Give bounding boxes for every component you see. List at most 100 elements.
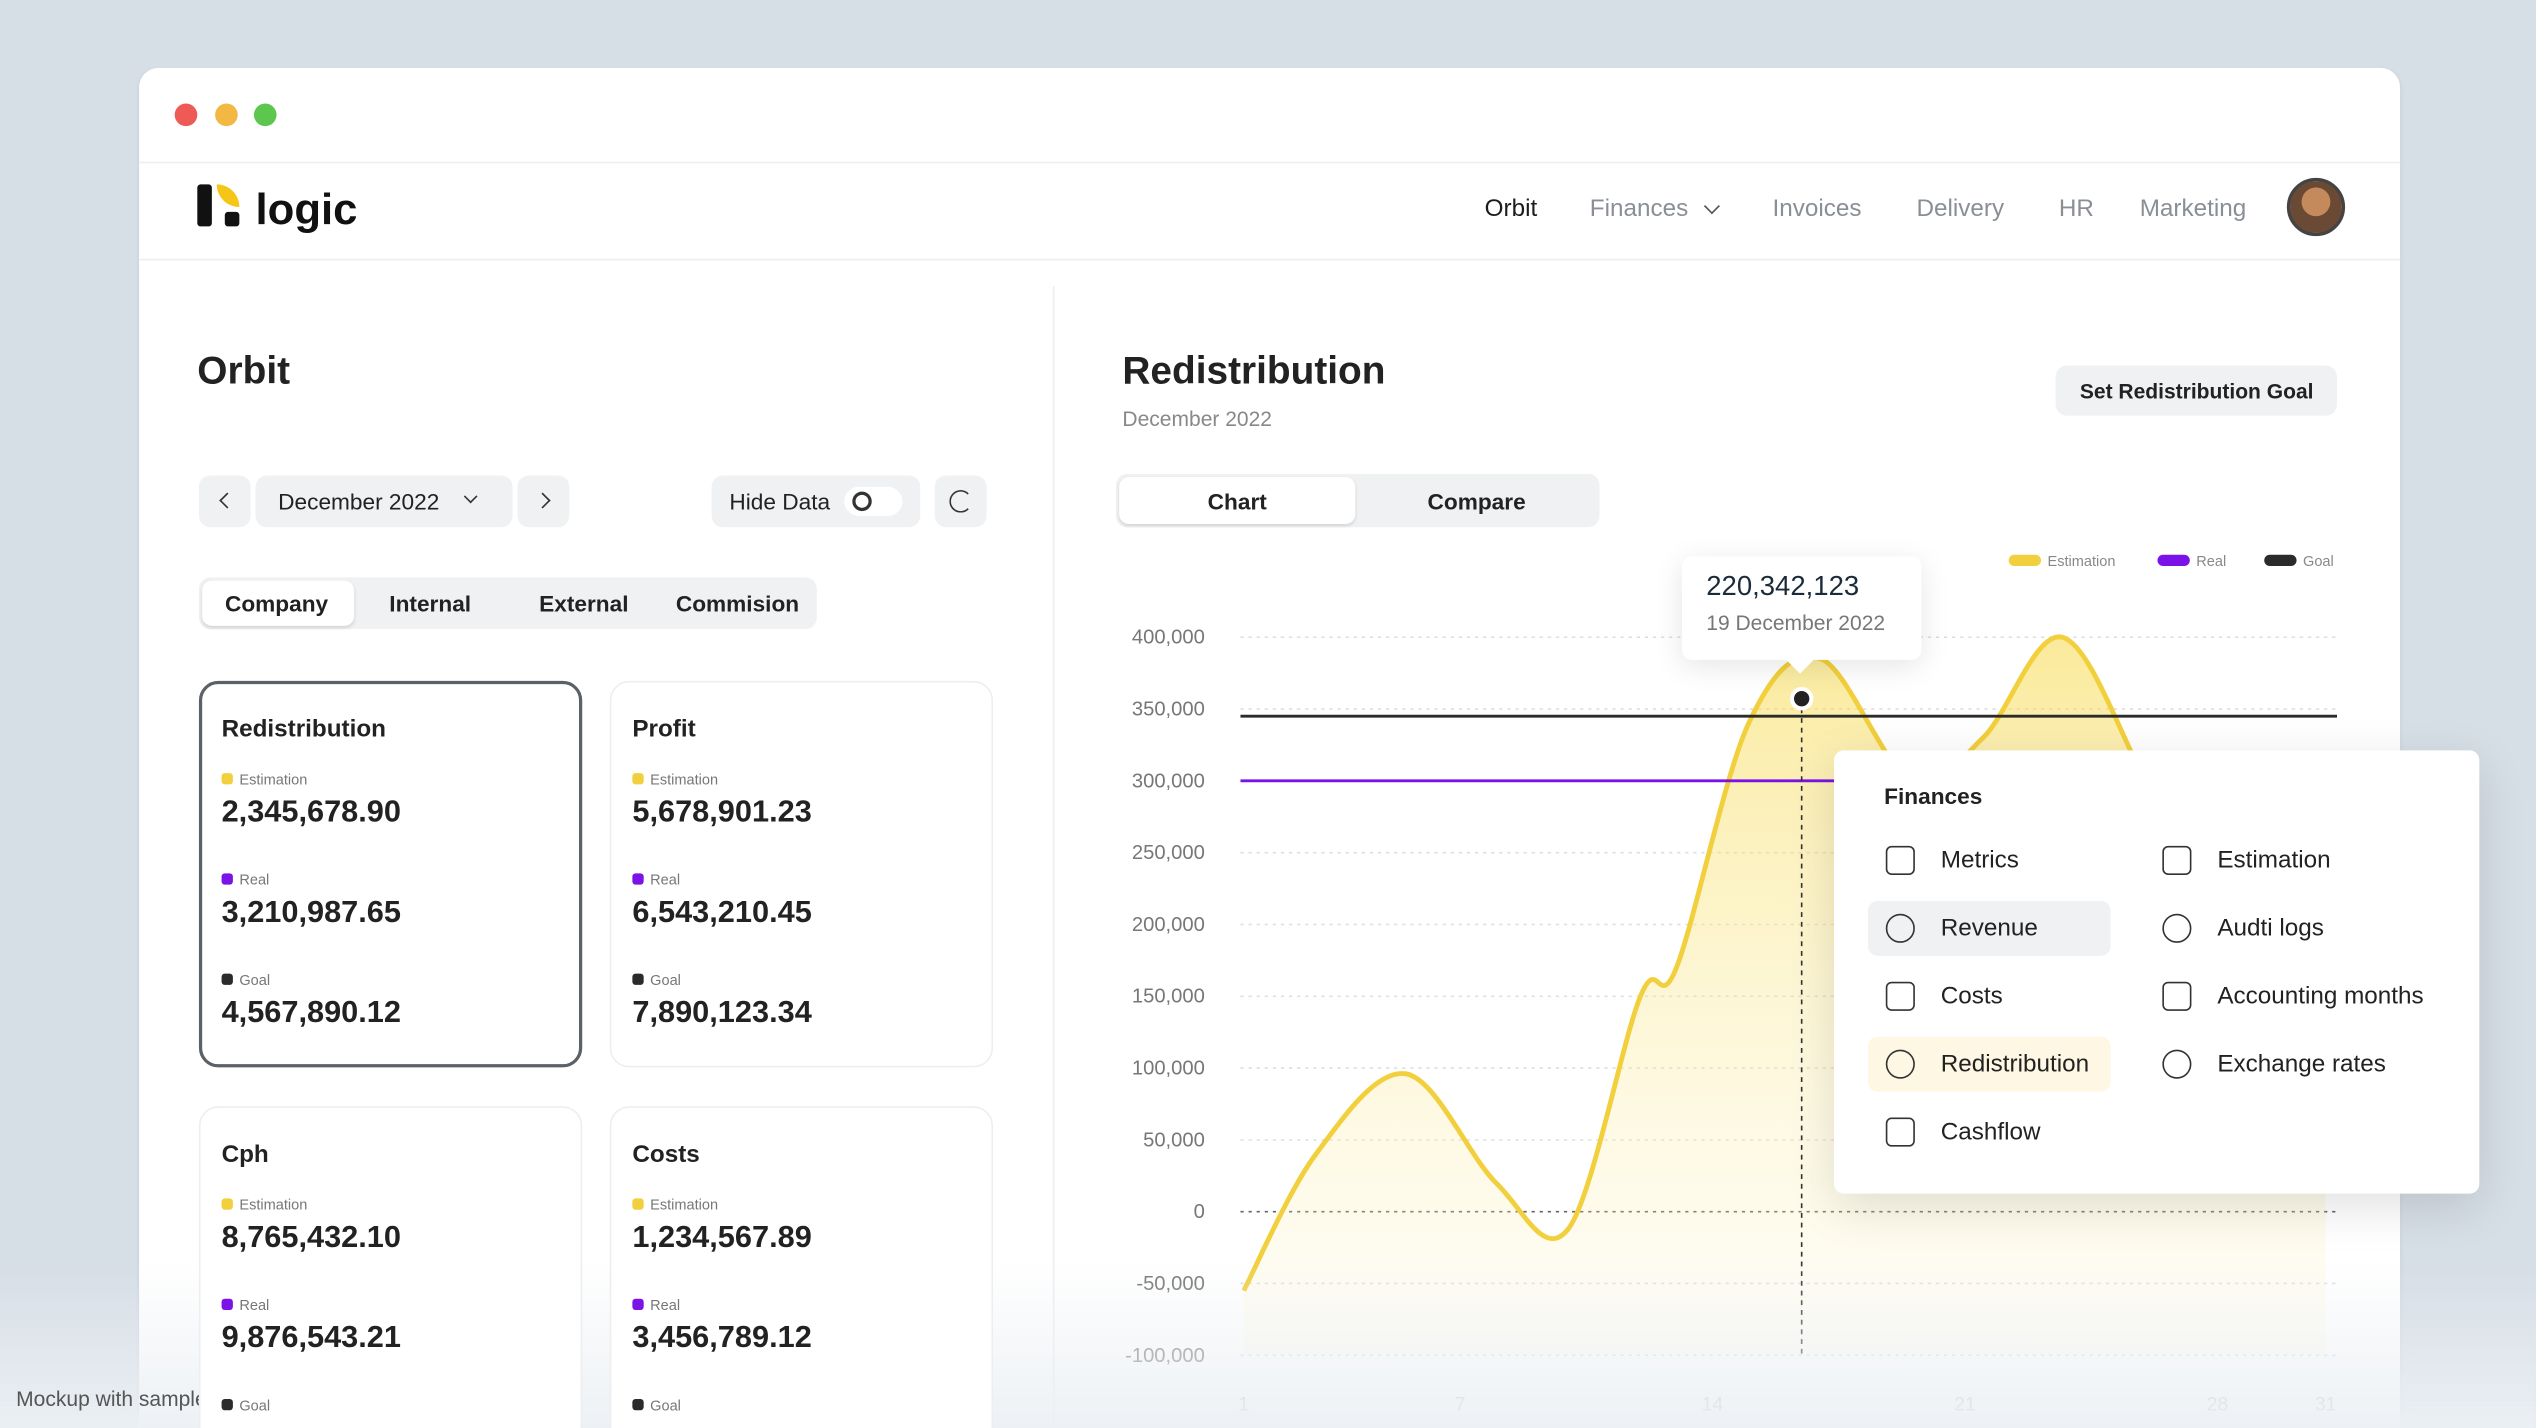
header-divider (139, 161, 2401, 164)
menu-icon (2162, 913, 2192, 943)
metric-dot (221, 773, 233, 785)
menu-item[interactable]: Cashflow (1940, 1118, 2041, 1146)
menu-icon (1885, 913, 1915, 943)
metric-label: Real (650, 871, 681, 888)
tab[interactable]: External (539, 590, 629, 617)
metric-card[interactable] (609, 1106, 994, 1428)
hide-data-label: Hide Data (729, 488, 831, 515)
section-title: Redistribution (1122, 349, 1386, 394)
view-tab[interactable]: Compare (1427, 488, 1526, 515)
logo-dot (224, 211, 240, 227)
metric-label: Estimation (650, 771, 719, 788)
nav-item[interactable]: Delivery (1916, 194, 2005, 223)
metric-value: 3,210,987.65 (221, 895, 402, 930)
menu-item[interactable]: Exchange rates (2217, 1050, 2386, 1078)
menu-icon (2162, 1049, 2192, 1079)
brand[interactable]: logic (255, 185, 358, 234)
tooltip-value: 220,342,123 (1706, 570, 1860, 602)
legend-label: Goal (2303, 554, 2334, 570)
minimize-dot (215, 103, 238, 127)
card-title: Profit (632, 715, 696, 744)
refresh-icon (949, 490, 972, 513)
menu-icon (1885, 981, 1915, 1011)
menu-item[interactable]: Accounting months (2217, 982, 2424, 1011)
metric-value: 8,765,432.10 (221, 1221, 402, 1256)
metric-dot (221, 1398, 233, 1411)
metric-value: 2,345,678.90 (221, 795, 402, 830)
view-tab[interactable]: Chart (1207, 488, 1267, 515)
legend-swatch (2264, 554, 2297, 567)
metric-dot (221, 1198, 233, 1210)
metric-dot (221, 973, 233, 985)
y-tick-label: 50,000 (1143, 1129, 1205, 1151)
nav-item[interactable]: Orbit (1484, 194, 1538, 223)
goal-button-label: Set Redistribution Goal (2079, 379, 2314, 404)
y-tick-label: 0 (1194, 1201, 1205, 1223)
nav-item[interactable]: Invoices (1772, 194, 1862, 223)
card-title: Costs (632, 1141, 700, 1169)
legend-swatch (2008, 554, 2042, 567)
metric-label: Real (650, 1297, 681, 1314)
nav-item[interactable]: Finances (1589, 194, 1689, 223)
active-view (1119, 477, 1356, 525)
menu-item[interactable]: Audti logs (2217, 914, 2324, 943)
incognito-icon (852, 491, 872, 512)
metric-value: 3,456,789.12 (632, 1321, 812, 1356)
maximize-dot (253, 103, 277, 127)
y-tick-label: 250,000 (1132, 842, 1205, 864)
line (1241, 634, 2328, 1292)
metric-value: 7,890,123.34 (632, 996, 812, 1031)
menu-item[interactable]: Costs (1940, 982, 2003, 1011)
metric-value: 5,678,901.23 (632, 795, 812, 830)
menu-icon (1885, 845, 1915, 875)
legend-label: Real (2196, 554, 2226, 570)
metric-card[interactable] (198, 680, 583, 1068)
close-dot (174, 103, 198, 127)
metric-dot (632, 873, 644, 885)
card-title: Cph (221, 1141, 269, 1169)
metric-label: Estimation (239, 1196, 308, 1213)
y-tick-label: 200,000 (1132, 914, 1205, 936)
menu-item[interactable]: Revenue (1940, 914, 2038, 943)
active-tab (202, 580, 355, 626)
menu-icon (2162, 845, 2192, 875)
menu-item[interactable]: Redistribution (1940, 1050, 2090, 1078)
goal-button[interactable] (2055, 365, 2337, 416)
panel-divider (1052, 286, 1055, 1428)
nav-item[interactable]: Marketing (2139, 194, 2247, 223)
menu-icon (1885, 1049, 1915, 1079)
metric-card[interactable] (609, 680, 994, 1068)
y-tick-label: 100,000 (1132, 1058, 1205, 1080)
metric-value: 6,543,210.45 (632, 895, 812, 930)
menu-icon (2162, 981, 2192, 1011)
tooltip-date: 19 December 2022 (1706, 610, 1886, 635)
y-tick-label: 350,000 (1132, 698, 1205, 720)
metric-card[interactable] (198, 1106, 583, 1428)
metric-label: Estimation (650, 1196, 719, 1213)
metric-dot (632, 973, 644, 985)
nav-item[interactable]: HR (2058, 194, 2094, 223)
menu-icon (1885, 1117, 1915, 1147)
metric-label: Goal (239, 971, 271, 989)
nav-divider (139, 258, 2401, 261)
y-tick-label: 400,000 (1132, 627, 1205, 649)
metric-value: 9,876,543.21 (221, 1321, 402, 1356)
tab[interactable]: Commision (675, 590, 800, 617)
month-select[interactable] (255, 475, 513, 528)
avatar[interactable] (2286, 177, 2346, 237)
metric-value: 4,567,890.12 (221, 996, 402, 1031)
menu-item[interactable]: Metrics (1940, 846, 2019, 875)
metric-dot (632, 1298, 644, 1311)
y-tick-label: 150,000 (1132, 986, 1205, 1008)
month-label: December 2022 (278, 488, 440, 515)
menu-item[interactable]: Estimation (2217, 846, 2331, 875)
menu-title: Finances (1884, 782, 1983, 809)
prev-button[interactable] (198, 475, 251, 528)
metric-label: Real (239, 1297, 270, 1314)
finances-menu: Finances Metrics Revenue Costs Redistributio… (1834, 750, 2480, 1194)
tab[interactable]: Company (224, 590, 329, 617)
metric-dot (632, 1398, 644, 1411)
tab[interactable]: Internal (389, 590, 472, 617)
next-button[interactable] (517, 475, 570, 528)
